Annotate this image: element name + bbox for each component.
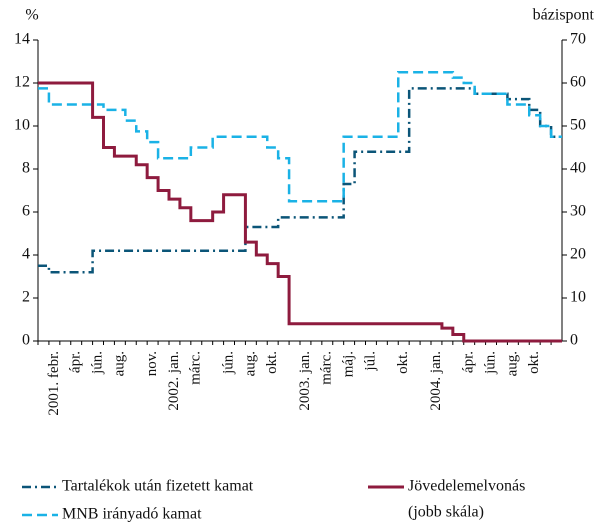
x-tick-label: márc. xyxy=(319,351,335,385)
x-tick-label: nov. xyxy=(144,351,160,376)
x-tick-label: okt. xyxy=(395,351,411,374)
y2-tick-label: 20 xyxy=(570,246,586,263)
y2-tick-label: 40 xyxy=(570,160,586,177)
y-tick-label: 14 xyxy=(14,31,30,48)
x-tick-label: aug. xyxy=(504,351,520,376)
x-tick-label: márc. xyxy=(188,351,204,385)
x-tick-label: 2003. jan. xyxy=(297,351,313,411)
y-tick-label: 0 xyxy=(22,332,30,349)
x-tick-label: 2002. jan. xyxy=(166,351,182,411)
x-tick-label: jún. xyxy=(220,351,236,375)
x-tick-label: aug. xyxy=(242,351,258,376)
x-tick-label: ápr. xyxy=(461,351,477,373)
y2-tick-label: 60 xyxy=(570,74,586,91)
x-tick-label: 2001. febr. xyxy=(46,351,62,416)
x-tick-label: ápr. xyxy=(68,351,84,373)
y-tick-label: 12 xyxy=(14,74,30,91)
legend-label: Tartalékok után fizetett kamat xyxy=(62,478,254,495)
series-line xyxy=(38,87,562,274)
series-line xyxy=(38,71,562,203)
y-tick-label: 4 xyxy=(22,246,30,263)
x-tick-label: jún. xyxy=(482,351,498,375)
y2-tick-label: 50 xyxy=(570,117,586,134)
legend-label: MNB irányadó kamat xyxy=(62,506,202,522)
y-tick-label: 6 xyxy=(22,203,30,220)
x-tick-label: okt. xyxy=(526,351,542,374)
x-tick-label: máj. xyxy=(341,351,357,377)
x-tick-label: aug. xyxy=(111,351,127,376)
y2-tick-label: 0 xyxy=(570,332,578,349)
y-axis-label: % xyxy=(25,7,38,24)
x-tick-label: 2004. jan. xyxy=(428,351,444,411)
y2-tick-label: 30 xyxy=(570,203,586,220)
y-tick-label: 8 xyxy=(22,160,30,177)
series-line xyxy=(38,81,562,343)
x-tick-label: jún. xyxy=(89,351,105,375)
x-tick-label: júl. xyxy=(362,351,378,372)
legend-label: Jövedelemelvonás xyxy=(408,478,525,495)
y-tick-label: 10 xyxy=(14,117,30,134)
y2-tick-label: 70 xyxy=(570,31,586,48)
y-tick-label: 2 xyxy=(22,289,30,306)
y2-tick-label: 10 xyxy=(570,289,586,306)
x-tick-label: okt. xyxy=(264,351,280,374)
y2-axis-label: bázispont xyxy=(533,7,595,24)
legend-note: (jobb skála) xyxy=(408,504,484,521)
